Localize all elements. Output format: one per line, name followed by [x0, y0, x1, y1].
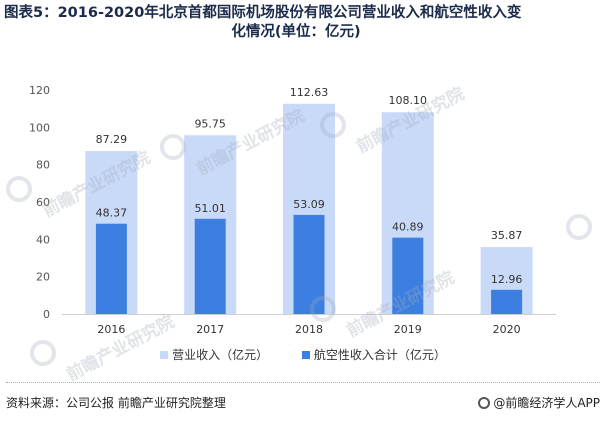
y-tick-label: 20	[36, 271, 50, 284]
source-note: 资料来源：公司公报 前瞻产业研究院整理	[6, 396, 226, 410]
y-tick-label: 100	[29, 121, 50, 134]
data-labels: 87.29 48.37 95.75 51.01 112.63 53.09 108.10 40.…	[96, 86, 523, 286]
bar-aero-2016	[95, 223, 127, 314]
legend: 营业收入（亿元） 航空性收入合计（亿元）	[0, 346, 606, 363]
bar-aero-2018	[293, 214, 325, 314]
data-label-revenue-2017: 95.75	[194, 117, 226, 130]
x-tick-label: 2018	[295, 323, 323, 336]
chart-title-line-2: 化情况(单位：亿元)	[231, 24, 361, 40]
data-label-aero-2020: 12.96	[491, 273, 523, 286]
x-axis: 2016 2017 2018 2019 2020	[62, 314, 556, 336]
brand-credit: @前瞻经济学人APP	[478, 394, 600, 411]
y-tick-label: 80	[36, 159, 50, 172]
bar-aero-2017	[194, 218, 226, 314]
y-tick-label: 0	[43, 308, 50, 321]
data-label-aero-2017: 51.01	[194, 202, 226, 215]
x-tick-label: 2017	[196, 323, 224, 336]
legend-swatch-revenue	[160, 350, 169, 359]
x-tick-label: 2016	[97, 323, 125, 336]
chart-title: 图表5：2016-2020年北京首都国际机场股份有限公司营业收入和航空性收入变 …	[0, 4, 606, 42]
legend-item-aero: 航空性收入合计（亿元）	[301, 346, 446, 363]
data-label-aero-2016: 48.37	[96, 207, 128, 220]
legend-swatch-aero	[301, 350, 310, 359]
data-label-aero-2019: 40.89	[392, 221, 424, 234]
y-axis: 0 20 40 60 80 100 120	[29, 84, 50, 321]
data-label-revenue-2016: 87.29	[96, 133, 128, 146]
data-label-revenue-2019: 108.10	[389, 94, 428, 107]
data-label-revenue-2018: 112.63	[290, 86, 329, 99]
legend-label-revenue: 营业收入（亿元）	[172, 348, 269, 362]
legend-item-revenue: 营业收入（亿元）	[160, 346, 268, 363]
data-label-aero-2018: 53.09	[293, 198, 325, 211]
y-tick-label: 120	[29, 84, 50, 97]
y-tick-label: 40	[36, 233, 50, 246]
chart-title-line-1: 图表5：2016-2020年北京首都国际机场股份有限公司营业收入和航空性收入变	[4, 5, 522, 21]
bars	[85, 103, 533, 315]
bar-aero-2019	[392, 237, 424, 314]
brand-logo-icon	[478, 396, 491, 409]
bar-aero-2020	[491, 289, 523, 314]
legend-label-aero: 航空性收入合计（亿元）	[313, 348, 446, 362]
footer-divider	[6, 382, 600, 383]
x-tick-label: 2019	[394, 323, 422, 336]
y-tick-label: 60	[36, 196, 50, 209]
brand-text: @前瞻经济学人APP	[493, 396, 600, 410]
x-tick-label: 2020	[493, 323, 521, 336]
data-label-revenue-2020: 35.87	[491, 229, 523, 242]
